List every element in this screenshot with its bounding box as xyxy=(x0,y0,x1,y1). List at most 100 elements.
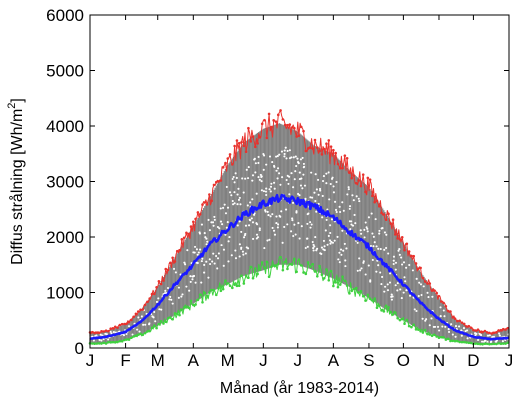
year-gap-point xyxy=(200,260,203,263)
year-gap-point xyxy=(257,155,260,159)
max-series-point xyxy=(327,139,331,142)
min-series-point xyxy=(352,287,356,291)
year-gap-point xyxy=(226,221,229,224)
min-series-point xyxy=(224,279,227,282)
min-series-point xyxy=(433,333,436,337)
max-series-point xyxy=(428,282,432,285)
year-gap-point xyxy=(136,328,139,331)
year-gap-point xyxy=(302,162,305,165)
year-gap-point xyxy=(242,253,245,256)
year-gap-point xyxy=(309,221,312,224)
year-gap-point xyxy=(275,155,278,158)
year-gap-point xyxy=(275,215,278,218)
year-gap-point xyxy=(396,289,399,292)
year-gap-point xyxy=(366,230,369,233)
year-gap-point xyxy=(295,164,298,168)
max-series-point xyxy=(164,267,168,271)
max-series-point xyxy=(228,153,232,156)
year-gap-point xyxy=(301,187,304,190)
year-gap-point xyxy=(363,228,366,231)
year-gap-point xyxy=(338,251,341,254)
year-gap-point xyxy=(285,157,288,160)
min-series-point xyxy=(187,306,191,309)
min-series-point xyxy=(469,341,473,345)
year-gap-point xyxy=(248,224,251,227)
year-gap-point xyxy=(224,212,228,215)
year-gap-point xyxy=(346,193,349,196)
max-series-point xyxy=(458,319,461,323)
year-gap-point xyxy=(233,191,236,194)
year-gap-point xyxy=(428,324,431,327)
year-gap-point xyxy=(348,207,351,210)
year-gap-point xyxy=(164,289,167,292)
year-gap-point xyxy=(330,177,334,180)
min-series-point xyxy=(380,309,383,312)
year-gap-point xyxy=(363,236,366,239)
year-gap-point xyxy=(164,292,167,295)
max-series-point xyxy=(210,199,213,203)
max-series-point xyxy=(143,303,147,307)
year-gap-point xyxy=(298,171,301,174)
x-tick-label: S xyxy=(363,351,374,370)
year-gap-point xyxy=(275,222,278,225)
year-gap-point xyxy=(371,232,374,235)
year-gap-point xyxy=(92,339,95,342)
min-series-point xyxy=(217,287,220,290)
year-gap-point xyxy=(258,178,261,181)
year-gap-point xyxy=(348,205,352,208)
year-gap-point xyxy=(238,255,241,258)
year-gap-point xyxy=(434,325,437,328)
y-axis-title: Diffus strålning [Wh/m2] xyxy=(6,98,26,265)
max-series-point xyxy=(495,331,498,334)
year-gap-point xyxy=(362,261,365,264)
min-series-point xyxy=(113,341,117,344)
year-gap-point xyxy=(281,176,284,179)
year-gap-point xyxy=(300,177,303,180)
year-gap-point xyxy=(314,173,317,176)
year-gap-point xyxy=(422,285,425,288)
year-gap-point xyxy=(255,192,258,195)
year-gap-point xyxy=(297,192,300,196)
max-series-point xyxy=(111,326,115,330)
year-gap-point xyxy=(316,247,319,250)
min-series-point xyxy=(240,274,243,277)
min-series-point xyxy=(212,288,216,292)
max-series-point xyxy=(104,329,108,332)
min-series-point xyxy=(458,340,461,344)
year-gap-point xyxy=(297,162,300,165)
min-series-point xyxy=(228,284,232,288)
year-gap-point xyxy=(288,149,291,152)
max-series-point xyxy=(313,138,317,142)
year-gap-point xyxy=(400,256,403,259)
year-gap-point xyxy=(415,309,418,313)
year-gap-point xyxy=(442,309,445,312)
year-gap-point xyxy=(223,203,226,206)
max-series-point xyxy=(217,180,220,183)
year-gap-point xyxy=(354,222,357,225)
min-series-point xyxy=(318,264,321,268)
year-gap-point xyxy=(186,249,189,252)
min-series-point xyxy=(107,340,110,344)
min-series-point xyxy=(274,264,278,267)
min-series-point xyxy=(439,335,443,339)
max-series-point xyxy=(366,176,370,180)
y-tick-label: 1000 xyxy=(46,284,84,303)
max-series-point xyxy=(451,316,455,319)
max-series-point xyxy=(426,282,429,285)
min-series-point xyxy=(175,312,179,316)
year-gap-point xyxy=(457,325,461,328)
year-gap-point xyxy=(234,172,237,175)
year-gap-point xyxy=(290,156,293,159)
year-gap-point xyxy=(107,338,110,341)
year-gap-point xyxy=(329,231,332,235)
min-series-point xyxy=(185,306,188,309)
year-gap-point xyxy=(95,334,98,337)
year-gap-point xyxy=(304,246,307,250)
year-gap-point xyxy=(246,204,249,207)
year-gap-point xyxy=(321,216,324,219)
year-gap-point xyxy=(341,201,344,204)
year-gap-point xyxy=(337,258,340,261)
year-gap-point xyxy=(158,308,161,311)
min-series-point xyxy=(426,332,429,336)
